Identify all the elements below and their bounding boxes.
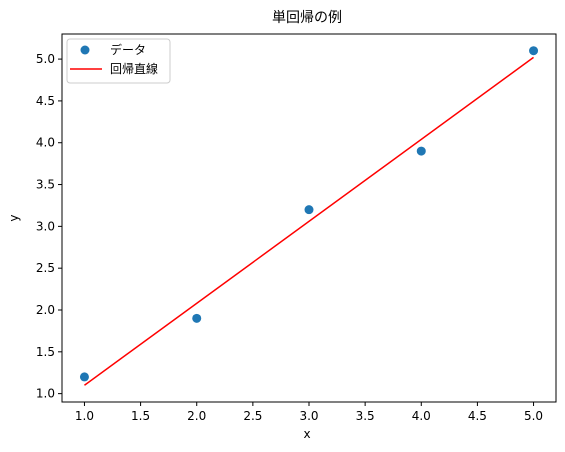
series-layer: [79, 46, 539, 386]
y-tick-label: 4.0: [36, 136, 55, 150]
y-axis-label: y: [7, 214, 21, 221]
y-axis: 1.0 1.5 2.0 2.5 3.0 3.5 4.0 4.5 5.0: [36, 52, 62, 401]
x-axis: 1.0 1.5 2.0 2.5 3.0 3.5 4.0 4.5 5.0: [75, 402, 543, 423]
x-axis-label: x: [303, 427, 310, 441]
y-tick-label: 1.5: [36, 345, 55, 359]
y-tick-label: 3.5: [36, 178, 55, 192]
legend-label-data: データ: [110, 42, 146, 57]
y-tick-label: 3.0: [36, 219, 55, 233]
x-tick-label: 3.5: [356, 409, 375, 423]
y-tick-label: 1.0: [36, 387, 55, 401]
data-point: [79, 372, 89, 382]
legend-box: [66, 38, 171, 84]
legend-label-line: 回帰直線: [110, 61, 158, 76]
x-tick-label: 4.0: [412, 409, 431, 423]
y-tick-label: 2.0: [36, 303, 55, 317]
data-point: [304, 205, 314, 215]
x-tick-label: 5.0: [524, 409, 543, 423]
x-tick-label: 2.5: [243, 409, 262, 423]
x-tick-label: 1.5: [131, 409, 150, 423]
legend-marker-data: [80, 45, 90, 55]
x-tick-label: 1.0: [75, 409, 94, 423]
x-tick-label: 4.5: [468, 409, 487, 423]
x-tick-label: 2.0: [187, 409, 206, 423]
y-tick-label: 4.5: [36, 94, 55, 108]
x-tick-label: 3.0: [299, 409, 318, 423]
data-point: [192, 313, 202, 323]
y-tick-label: 2.5: [36, 261, 55, 275]
y-tick-label: 5.0: [36, 52, 55, 66]
chart-title: 単回帰の例: [272, 9, 342, 26]
data-point: [416, 146, 426, 156]
data-point: [529, 46, 539, 56]
regression-line: [84, 56, 534, 386]
legend: データ 回帰直線: [66, 38, 171, 84]
